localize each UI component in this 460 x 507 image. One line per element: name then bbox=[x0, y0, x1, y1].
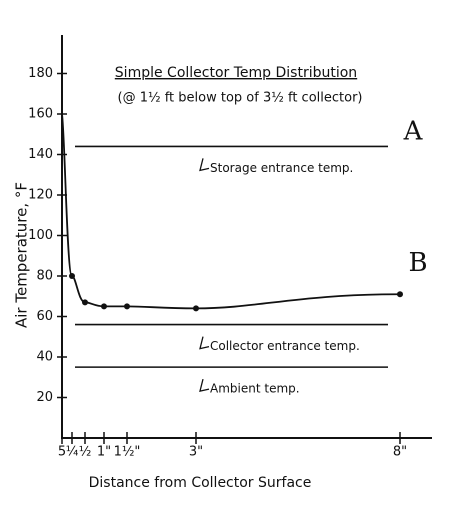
series-letter: B bbox=[408, 248, 427, 278]
y-tick-label: 140 bbox=[28, 147, 53, 162]
chart-subtitle: (@ 1½ ft below top of 3½ ft collector) bbox=[118, 91, 363, 106]
data-point bbox=[69, 273, 75, 279]
y-tick-label: 80 bbox=[36, 269, 53, 284]
chart-title: Simple Collector Temp Distribution bbox=[115, 65, 357, 81]
x-tick-label: 1½" bbox=[114, 445, 141, 460]
y-tick-label: 40 bbox=[36, 350, 53, 365]
x-tick-label: ¼ bbox=[66, 445, 79, 460]
data-point bbox=[124, 303, 130, 310]
y-tick-label: 160 bbox=[28, 107, 53, 122]
series-line bbox=[61, 113, 401, 310]
x-tick-label: 1" bbox=[97, 445, 111, 460]
label-hook bbox=[199, 336, 210, 350]
y-tick-label: 120 bbox=[28, 188, 53, 203]
data-point bbox=[101, 303, 107, 310]
reference-label: Ambient temp. bbox=[210, 382, 300, 396]
data-point bbox=[193, 305, 199, 312]
reference-label: Storage entrance temp. bbox=[210, 161, 353, 175]
line-letter: A bbox=[403, 116, 424, 146]
label-hook bbox=[199, 378, 210, 392]
y-tick-label: 60 bbox=[36, 309, 53, 324]
data-point bbox=[82, 299, 88, 306]
y-tick-label: 180 bbox=[28, 66, 53, 81]
x-tick-label: 3" bbox=[189, 445, 203, 460]
x-tick-label: ½ bbox=[79, 445, 92, 460]
data-point bbox=[397, 291, 403, 298]
y-tick-label: 20 bbox=[36, 390, 53, 405]
x-tick-label: 8" bbox=[393, 445, 407, 460]
x-tick-label: 5 bbox=[58, 445, 66, 460]
x-axis-label: Distance from Collector Surface bbox=[89, 475, 312, 491]
reference-label: Collector entrance temp. bbox=[210, 339, 360, 353]
y-axis-label: Air Temperature, °F bbox=[13, 182, 31, 328]
y-tick-label: 100 bbox=[28, 228, 53, 243]
label-hook bbox=[199, 158, 210, 172]
